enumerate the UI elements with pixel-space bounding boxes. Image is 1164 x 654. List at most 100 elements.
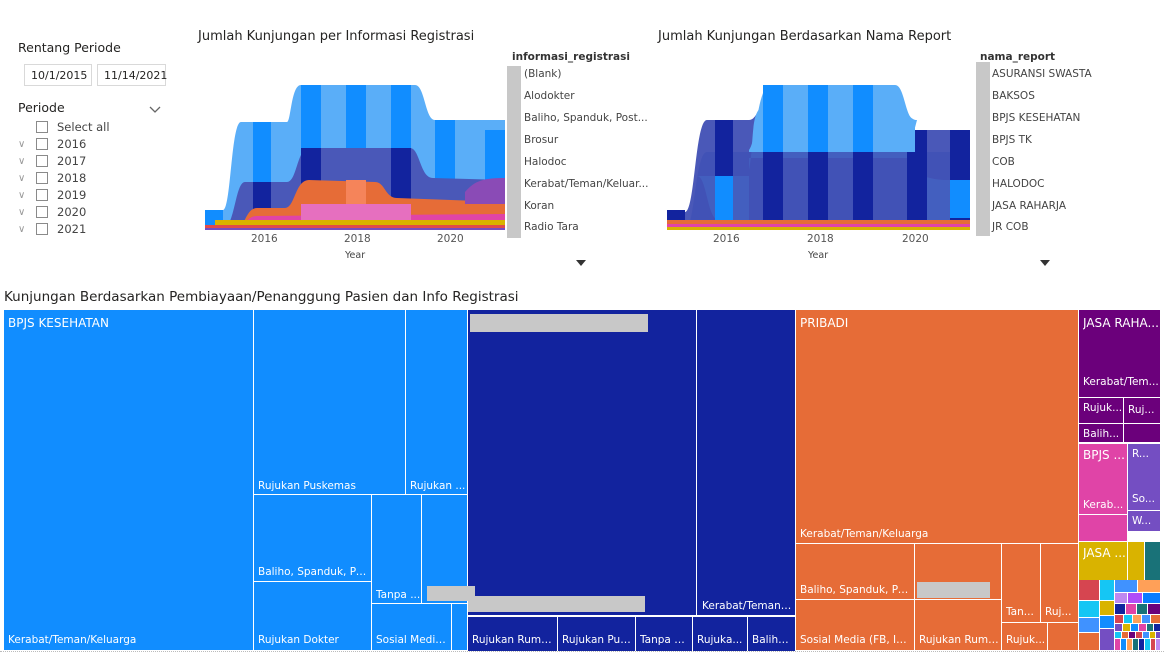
treemap-tile-label: Kerab... xyxy=(1083,499,1124,511)
treemap-tile[interactable] xyxy=(1079,443,1128,514)
treemap-tile[interactable] xyxy=(796,310,1078,544)
chart1-legend-scrollbar[interactable] xyxy=(507,66,521,238)
treemap-tile-label: Rujuk... xyxy=(1083,402,1123,414)
treemap-tile-label: Rujukan Puskemas xyxy=(258,480,356,492)
treemap-tile[interactable] xyxy=(452,604,467,650)
checkbox-icon[interactable] xyxy=(36,172,48,184)
chart1-x-axis-label: Year xyxy=(345,250,366,261)
treemap-tile[interactable] xyxy=(468,616,558,651)
periode-item-2019[interactable]: ∨ 2019 xyxy=(18,187,86,203)
treemap-group-label: BPJS KESEHATAN xyxy=(8,316,109,330)
chart2-ribbon-chart[interactable] xyxy=(667,80,970,232)
treemap-tile[interactable] xyxy=(697,310,795,615)
treemap-tile[interactable] xyxy=(558,616,636,651)
expand-chevron-icon[interactable]: ∨ xyxy=(18,223,26,235)
treemap-tile[interactable] xyxy=(1002,544,1041,623)
select-all-item[interactable]: Select all xyxy=(18,119,110,135)
treemap-tile[interactable] xyxy=(1079,398,1124,424)
treemap-tile[interactable] xyxy=(1041,544,1078,623)
chart1-x-tick: 2018 xyxy=(344,233,371,245)
treemap-tile[interactable] xyxy=(1079,424,1124,442)
chart1-legend-item[interactable]: Radio Tara xyxy=(524,221,579,233)
treemap-tile[interactable] xyxy=(1079,310,1160,398)
expand-chevron-icon[interactable]: ∨ xyxy=(18,172,26,184)
treemap-tile[interactable] xyxy=(372,604,452,650)
treemap-tile[interactable] xyxy=(468,310,697,615)
legend-scroll-down-icon[interactable] xyxy=(1040,251,1050,266)
chart2-legend-item[interactable]: BAKSOS xyxy=(992,90,1035,102)
checkbox-icon[interactable] xyxy=(36,206,48,218)
periode-item-2021[interactable]: ∨ 2021 xyxy=(18,221,86,237)
periode-item-2020[interactable]: ∨ 2020 xyxy=(18,204,86,220)
expand-chevron-icon[interactable]: ∨ xyxy=(18,206,26,218)
expand-chevron-icon[interactable]: ∨ xyxy=(18,155,26,167)
expand-chevron-icon[interactable]: ∨ xyxy=(18,189,26,201)
chart2-legend-item[interactable]: HALODOC xyxy=(992,178,1045,190)
treemap-tile[interactable] xyxy=(1124,424,1160,442)
checkbox-icon[interactable] xyxy=(36,189,48,201)
chart1-legend-item[interactable]: Halodoc xyxy=(524,156,567,168)
chart1-legend-item[interactable]: Koran xyxy=(524,200,555,212)
treemap-group-label: PRIBADI xyxy=(800,316,849,330)
periode-label: 2017 xyxy=(57,154,87,168)
treemap-tile[interactable] xyxy=(915,600,1002,650)
treemap-tile[interactable] xyxy=(636,616,693,651)
chart2-x-tick: 2016 xyxy=(713,233,740,245)
chart2-legend-item[interactable]: JR COB xyxy=(992,221,1029,233)
chart2-legend-item[interactable]: ASURANSI SWASTA xyxy=(992,68,1092,80)
treemap-small-tiles[interactable] xyxy=(1079,580,1160,650)
checkbox-icon[interactable] xyxy=(36,223,48,235)
treemap-tile[interactable] xyxy=(1128,482,1160,511)
chart1-x-tick: 2020 xyxy=(437,233,464,245)
treemap-tile[interactable] xyxy=(406,310,467,495)
treemap-tile[interactable] xyxy=(1079,541,1128,580)
chart2-legend-item[interactable]: BPJS TK xyxy=(992,134,1032,146)
treemap-tile[interactable] xyxy=(4,310,254,650)
chart1-legend-item[interactable]: Brosur xyxy=(524,134,559,146)
treemap-tile[interactable] xyxy=(1128,541,1145,580)
chevron-down-icon[interactable] xyxy=(149,100,161,113)
chart2-legend-scrollbar[interactable] xyxy=(976,62,990,236)
chart1-legend-item[interactable]: Alodokter xyxy=(524,90,575,102)
chart2-legend-item[interactable]: JASA RAHARJA xyxy=(992,200,1066,212)
treemap-tile[interactable] xyxy=(1128,443,1160,483)
chart2-legend-item[interactable]: BPJS KESEHATAN xyxy=(992,112,1081,124)
chart1-legend-item[interactable]: Kerabat/Teman/Keluar... xyxy=(524,178,649,190)
periode-item-2017[interactable]: ∨ 2017 xyxy=(18,153,86,169)
chart2-x-tick: 2020 xyxy=(902,233,929,245)
treemap-tile[interactable] xyxy=(1048,623,1078,650)
treemap-tile[interactable] xyxy=(254,582,372,650)
periode-label: 2016 xyxy=(57,137,87,151)
treemap-tile[interactable] xyxy=(1145,541,1160,580)
start-date-input[interactable]: 10/1/2015 xyxy=(24,64,92,86)
treemap-tile[interactable] xyxy=(254,495,372,582)
treemap-tile[interactable] xyxy=(748,616,795,651)
treemap-title: Kunjungan Berdasarkan Pembiayaan/Penangg… xyxy=(4,289,519,305)
chart2-legend-item[interactable]: COB xyxy=(992,156,1015,168)
treemap-tile[interactable] xyxy=(796,544,915,600)
end-date-input[interactable]: 11/14/2021 xyxy=(97,64,167,86)
treemap-tile[interactable] xyxy=(1128,511,1160,531)
treemap-tile[interactable] xyxy=(693,616,748,651)
treemap-tile[interactable] xyxy=(796,600,915,650)
periode-item-2016[interactable]: ∨ 2016 xyxy=(18,136,86,152)
redacted-group-label xyxy=(470,314,648,332)
treemap-tile[interactable] xyxy=(254,310,406,495)
chart1-legend-item[interactable]: (Blank) xyxy=(524,68,562,80)
chart1-ribbon-chart[interactable] xyxy=(205,80,505,232)
legend-scroll-down-icon[interactable] xyxy=(576,251,586,266)
treemap[interactable]: BPJS KESEHATAN Kerabat/Teman/Keluarga Ru… xyxy=(4,310,1160,651)
chart1-legend-item[interactable]: Baliho, Spanduk, Post... xyxy=(524,112,648,124)
treemap-tile[interactable] xyxy=(1002,623,1048,650)
periode-item-2018[interactable]: ∨ 2018 xyxy=(18,170,86,186)
treemap-tile[interactable] xyxy=(1124,398,1160,424)
checkbox-icon[interactable] xyxy=(36,121,48,133)
treemap-tile[interactable] xyxy=(422,495,467,604)
checkbox-icon[interactable] xyxy=(36,155,48,167)
redacted-label xyxy=(917,582,990,598)
treemap-tile[interactable] xyxy=(1079,514,1128,541)
treemap-tile-label: Tanpa ... xyxy=(376,589,421,601)
expand-chevron-icon[interactable]: ∨ xyxy=(18,138,26,150)
checkbox-icon[interactable] xyxy=(36,138,48,150)
treemap-tile[interactable] xyxy=(372,495,422,604)
